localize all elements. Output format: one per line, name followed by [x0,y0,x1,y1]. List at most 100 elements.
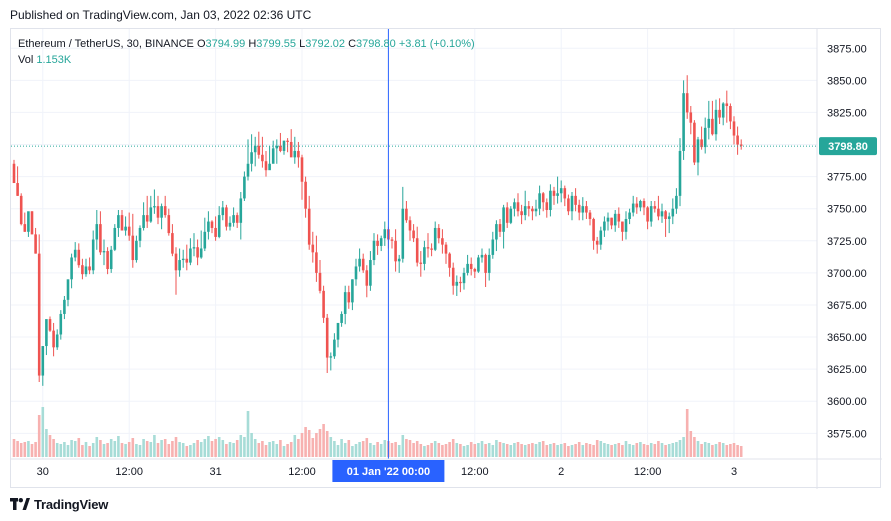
candle[interactable] [124,216,127,236]
candle[interactable] [214,216,217,241]
candle[interactable] [477,254,480,273]
candle[interactable] [315,235,318,282]
candle[interactable] [721,102,725,126]
candle[interactable] [185,244,189,271]
candle[interactable] [207,211,210,240]
candle[interactable] [189,238,192,266]
candle[interactable] [408,216,412,241]
candle[interactable] [354,258,358,286]
candle[interactable] [394,229,397,272]
candle[interactable] [289,129,293,158]
candle[interactable] [19,193,23,226]
candle[interactable] [279,132,282,153]
candle[interactable] [678,138,682,207]
candle[interactable] [145,195,149,228]
candle[interactable] [685,75,689,119]
candle[interactable] [689,106,693,135]
candle[interactable] [41,346,45,386]
candle[interactable] [563,185,567,207]
price-axis[interactable]: 3875.003850.003825.003800.003775.003750.… [827,43,867,440]
candle[interactable] [649,201,653,227]
candle[interactable] [372,233,376,266]
candle[interactable] [340,311,343,327]
candle[interactable] [12,159,16,184]
candle[interactable] [48,316,52,332]
candle[interactable] [531,206,534,221]
candle[interactable] [613,209,617,232]
candle[interactable] [282,140,286,155]
candle[interactable] [271,140,275,164]
candle[interactable] [491,231,495,259]
candle[interactable] [732,116,736,145]
candle[interactable] [91,230,95,275]
candle[interactable] [667,212,671,234]
candle[interactable] [469,257,473,276]
candle[interactable] [516,193,520,217]
candle[interactable] [138,225,142,248]
candle[interactable] [27,211,30,237]
candle[interactable] [577,199,581,221]
candle[interactable] [484,253,487,287]
candle[interactable] [221,201,225,221]
candle[interactable] [52,322,55,357]
candle[interactable] [675,188,678,214]
candle[interactable] [102,239,106,266]
candle[interactable] [160,203,163,230]
candle[interactable] [513,198,516,217]
candle[interactable] [163,195,167,218]
candle[interactable] [149,195,153,223]
candle[interactable] [581,197,585,221]
candle[interactable] [682,80,685,160]
candle[interactable] [365,265,369,298]
candle[interactable] [480,248,484,263]
candle[interactable] [120,209,124,231]
candle[interactable] [171,224,174,257]
candle[interactable] [703,117,707,154]
candle[interactable] [538,185,541,216]
candle[interactable] [156,195,160,225]
candle[interactable] [495,220,498,252]
candle[interactable] [239,192,243,240]
candle[interactable] [322,285,325,323]
candle[interactable] [192,233,196,257]
candle[interactable] [361,253,365,273]
candle[interactable] [369,251,372,291]
candle[interactable] [293,136,297,164]
candle[interactable] [430,243,433,257]
candle[interactable] [466,254,469,276]
candle[interactable] [639,199,642,212]
candle[interactable] [311,231,315,263]
candle[interactable] [250,134,253,172]
candle[interactable] [390,236,394,249]
candle[interactable] [549,184,552,217]
candle[interactable] [505,202,509,228]
candle[interactable] [268,145,271,171]
candle[interactable] [523,190,527,221]
candle[interactable] [401,186,405,263]
candle[interactable] [606,212,610,231]
candle[interactable] [379,235,383,252]
candle[interactable] [376,234,379,255]
candle[interactable] [181,249,185,268]
candle[interactable] [664,209,667,237]
candle[interactable] [297,141,300,168]
candle[interactable] [131,213,135,268]
candle[interactable] [23,212,27,232]
candle[interactable] [243,171,246,201]
candle[interactable] [718,98,721,124]
candle[interactable] [502,204,505,249]
candle[interactable] [307,195,311,250]
candle[interactable] [81,258,84,280]
candle[interactable] [642,198,646,216]
candle[interactable] [329,352,333,371]
candle[interactable] [16,166,19,196]
candle[interactable] [55,329,59,350]
candle[interactable] [657,195,660,221]
candle[interactable] [671,198,675,225]
candle[interactable] [261,136,264,168]
candle[interactable] [552,186,556,205]
candle[interactable] [99,211,102,255]
candle[interactable] [631,195,635,217]
candle[interactable] [595,236,599,254]
candle[interactable] [567,194,570,216]
